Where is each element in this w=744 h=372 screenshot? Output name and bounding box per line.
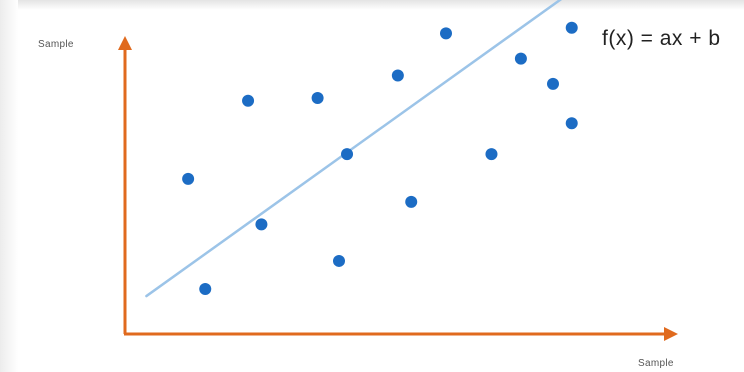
x-axis-label: Sample xyxy=(638,358,674,369)
data-point xyxy=(565,21,578,34)
data-point xyxy=(405,195,418,208)
axes xyxy=(118,36,678,341)
data-point xyxy=(565,117,578,130)
y-axis-arrow-icon xyxy=(118,36,132,50)
panel-shadow-left xyxy=(0,0,18,372)
data-point xyxy=(199,283,212,296)
data-point xyxy=(547,77,559,90)
data-point xyxy=(485,148,498,161)
data-point xyxy=(341,148,354,161)
data-point xyxy=(311,91,324,104)
data-point xyxy=(242,94,255,107)
data-point xyxy=(255,218,268,231)
data-point xyxy=(440,27,452,40)
regression-line xyxy=(145,0,563,298)
data-point xyxy=(391,69,404,82)
x-axis-arrow-icon xyxy=(664,327,678,341)
fit-formula-annotation: f(x) = ax + b xyxy=(602,27,721,50)
data-point xyxy=(514,52,527,65)
data-points xyxy=(182,21,578,296)
panel-shadow-top xyxy=(0,0,744,10)
y-axis-label: Sample xyxy=(38,39,74,50)
data-point xyxy=(182,172,195,185)
data-point xyxy=(333,254,345,267)
